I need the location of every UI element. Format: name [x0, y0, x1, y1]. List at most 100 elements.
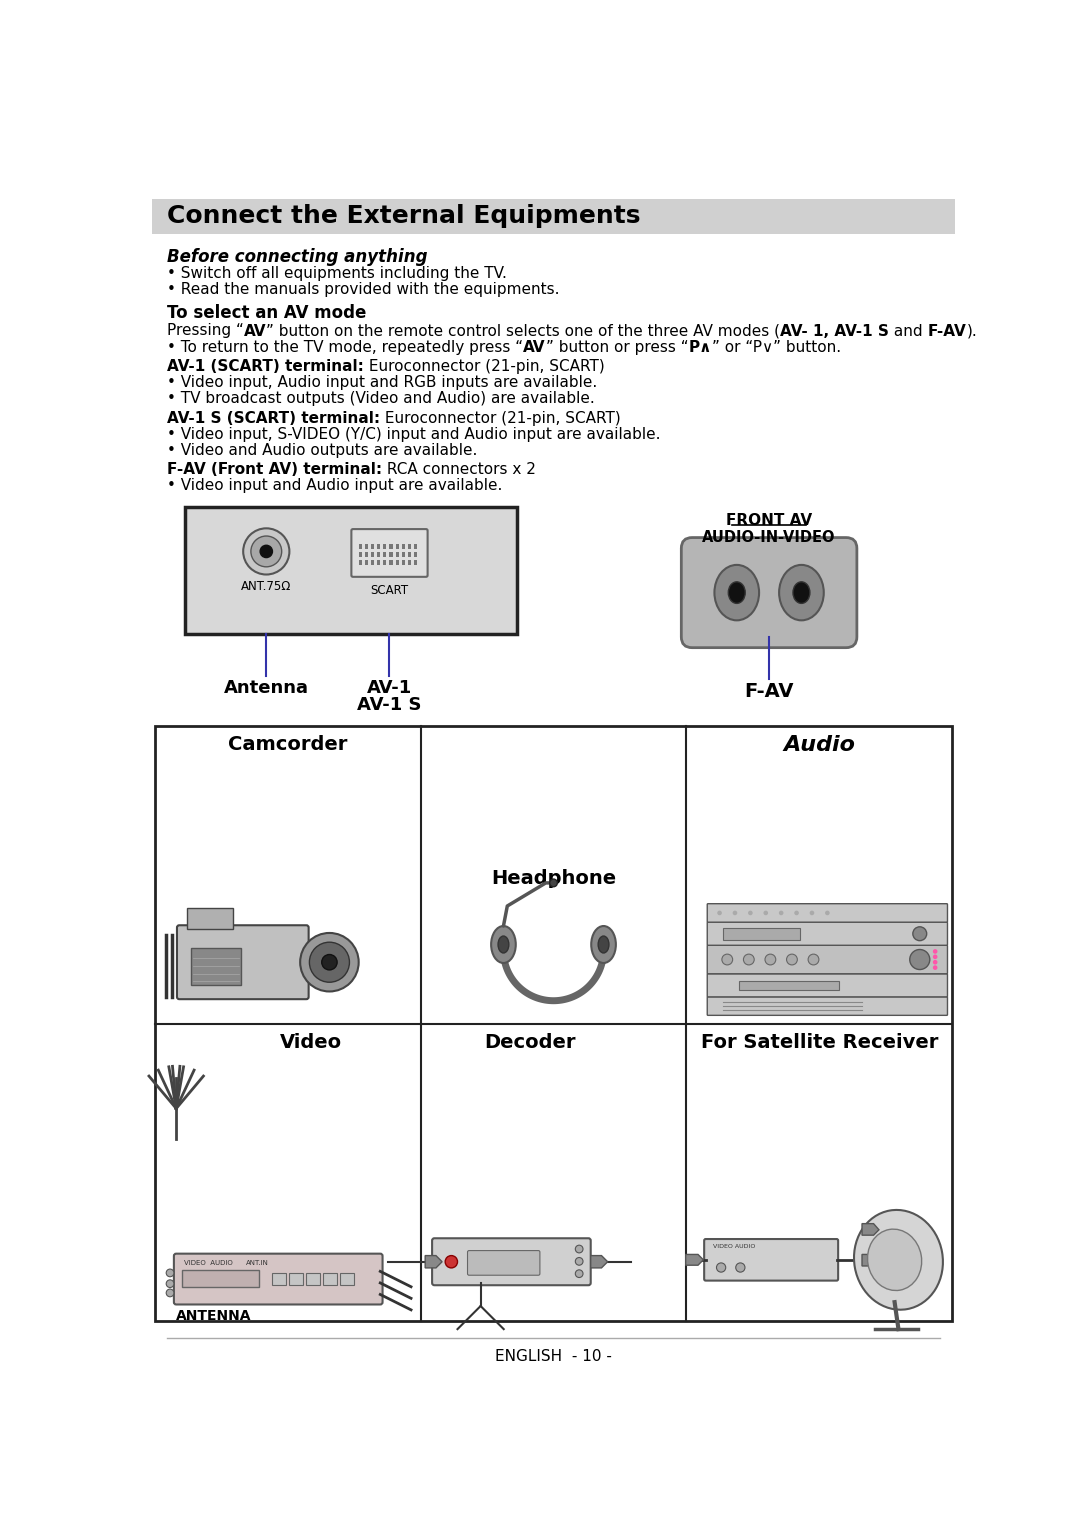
Text: • Switch off all equipments including the TV.: • Switch off all equipments including th… [167, 266, 507, 281]
Ellipse shape [793, 582, 810, 604]
Bar [365, 559, 368, 564]
Bar [377, 544, 380, 549]
Text: Euroconnector (21-pin, SCART): Euroconnector (21-pin, SCART) [380, 411, 621, 425]
Circle shape [735, 1264, 745, 1273]
Text: AV-1 S: AV-1 S [357, 697, 421, 714]
Text: AV-1: AV-1 [367, 680, 413, 697]
Text: • Video input, S-VIDEO (Y/C) input and Audio input are available.: • Video input, S-VIDEO (Y/C) input and A… [167, 426, 661, 442]
Text: For Satellite Receiver: For Satellite Receiver [701, 1033, 939, 1053]
Bar [377, 552, 380, 556]
Bar [414, 544, 417, 549]
Text: ANTENNA: ANTENNA [176, 1309, 252, 1323]
Circle shape [748, 911, 753, 915]
Circle shape [166, 1280, 174, 1288]
Circle shape [732, 911, 738, 915]
Bar [383, 552, 387, 556]
Circle shape [913, 927, 927, 941]
Polygon shape [591, 1256, 608, 1268]
Bar [359, 552, 362, 556]
Bar [402, 559, 405, 564]
Bar [151, 199, 956, 234]
Circle shape [322, 955, 337, 970]
Circle shape [825, 911, 829, 915]
Bar [372, 552, 374, 556]
Text: • Video and Audio outputs are available.: • Video and Audio outputs are available. [167, 443, 477, 458]
Bar [414, 559, 417, 564]
Bar [272, 1273, 286, 1285]
Bar [383, 559, 387, 564]
Bar [377, 559, 380, 564]
Circle shape [716, 1264, 726, 1273]
Ellipse shape [491, 926, 516, 963]
Text: ” button on the remote control selects one of the three AV modes (: ” button on the remote control selects o… [267, 324, 781, 339]
Bar [187, 908, 233, 929]
Bar [395, 552, 399, 556]
Bar [191, 949, 241, 986]
Ellipse shape [591, 926, 616, 963]
Text: Euroconnector (21-pin, SCART): Euroconnector (21-pin, SCART) [364, 359, 605, 374]
Text: Antenna: Antenna [224, 680, 309, 697]
Text: F-AV: F-AV [928, 324, 967, 339]
Bar [402, 544, 405, 549]
Bar [390, 544, 392, 549]
Ellipse shape [598, 937, 609, 953]
Text: P∧: P∧ [688, 339, 712, 354]
Text: • TV broadcast outputs (Video and Audio) are available.: • TV broadcast outputs (Video and Audio)… [167, 391, 595, 406]
Bar [340, 1273, 354, 1285]
Circle shape [933, 960, 937, 964]
Circle shape [550, 879, 557, 886]
Text: F-AV (Front AV) terminal:: F-AV (Front AV) terminal: [167, 461, 382, 477]
Circle shape [576, 1245, 583, 1253]
Text: RCA connectors x 2: RCA connectors x 2 [382, 461, 536, 477]
Bar [372, 559, 374, 564]
Circle shape [300, 934, 359, 992]
Text: AV: AV [244, 324, 267, 339]
FancyBboxPatch shape [707, 996, 947, 1015]
Circle shape [764, 911, 768, 915]
Bar [154, 726, 953, 1322]
Text: FRONT AV: FRONT AV [726, 513, 812, 527]
Text: Pressing “: Pressing “ [167, 324, 244, 339]
Bar [383, 544, 387, 549]
Text: ).: ). [967, 324, 977, 339]
Ellipse shape [854, 1210, 943, 1309]
FancyBboxPatch shape [177, 926, 309, 999]
Bar [414, 552, 417, 556]
Text: AV- 1, AV-1 S: AV- 1, AV-1 S [781, 324, 889, 339]
Bar [307, 1273, 320, 1285]
Text: To select an AV mode: To select an AV mode [167, 304, 366, 322]
Text: • Video input, Audio input and RGB inputs are available.: • Video input, Audio input and RGB input… [167, 374, 597, 390]
Circle shape [243, 529, 289, 575]
Ellipse shape [728, 582, 745, 604]
Bar [365, 552, 368, 556]
Circle shape [808, 953, 819, 964]
Text: ANT.75Ω: ANT.75Ω [241, 581, 292, 593]
Circle shape [576, 1258, 583, 1265]
Circle shape [933, 955, 937, 960]
Bar [402, 552, 405, 556]
Polygon shape [686, 1254, 703, 1265]
Bar [739, 981, 839, 990]
Polygon shape [862, 1224, 879, 1235]
Circle shape [909, 949, 930, 970]
Text: AV-1 S (SCART) terminal:: AV-1 S (SCART) terminal: [167, 411, 380, 425]
Text: and: and [889, 324, 928, 339]
Text: Audio: Audio [783, 735, 855, 755]
Circle shape [166, 1270, 174, 1277]
Bar [395, 544, 399, 549]
Text: • To return to the TV mode, repeatedly press “: • To return to the TV mode, repeatedly p… [167, 339, 523, 354]
Text: F-AV: F-AV [744, 683, 794, 701]
Text: ” button or press “: ” button or press “ [545, 339, 688, 354]
Text: Video: Video [280, 1033, 341, 1053]
FancyBboxPatch shape [468, 1250, 540, 1276]
Bar [359, 559, 362, 564]
Text: • Video input and Audio input are available.: • Video input and Audio input are availa… [167, 478, 502, 494]
Circle shape [721, 953, 732, 964]
Bar [408, 559, 411, 564]
Circle shape [779, 911, 783, 915]
Ellipse shape [715, 565, 759, 620]
Bar [390, 559, 392, 564]
Bar [408, 544, 411, 549]
Text: AV-1 (SCART) terminal:: AV-1 (SCART) terminal: [167, 359, 364, 374]
Text: ANT.IN: ANT.IN [245, 1259, 268, 1265]
